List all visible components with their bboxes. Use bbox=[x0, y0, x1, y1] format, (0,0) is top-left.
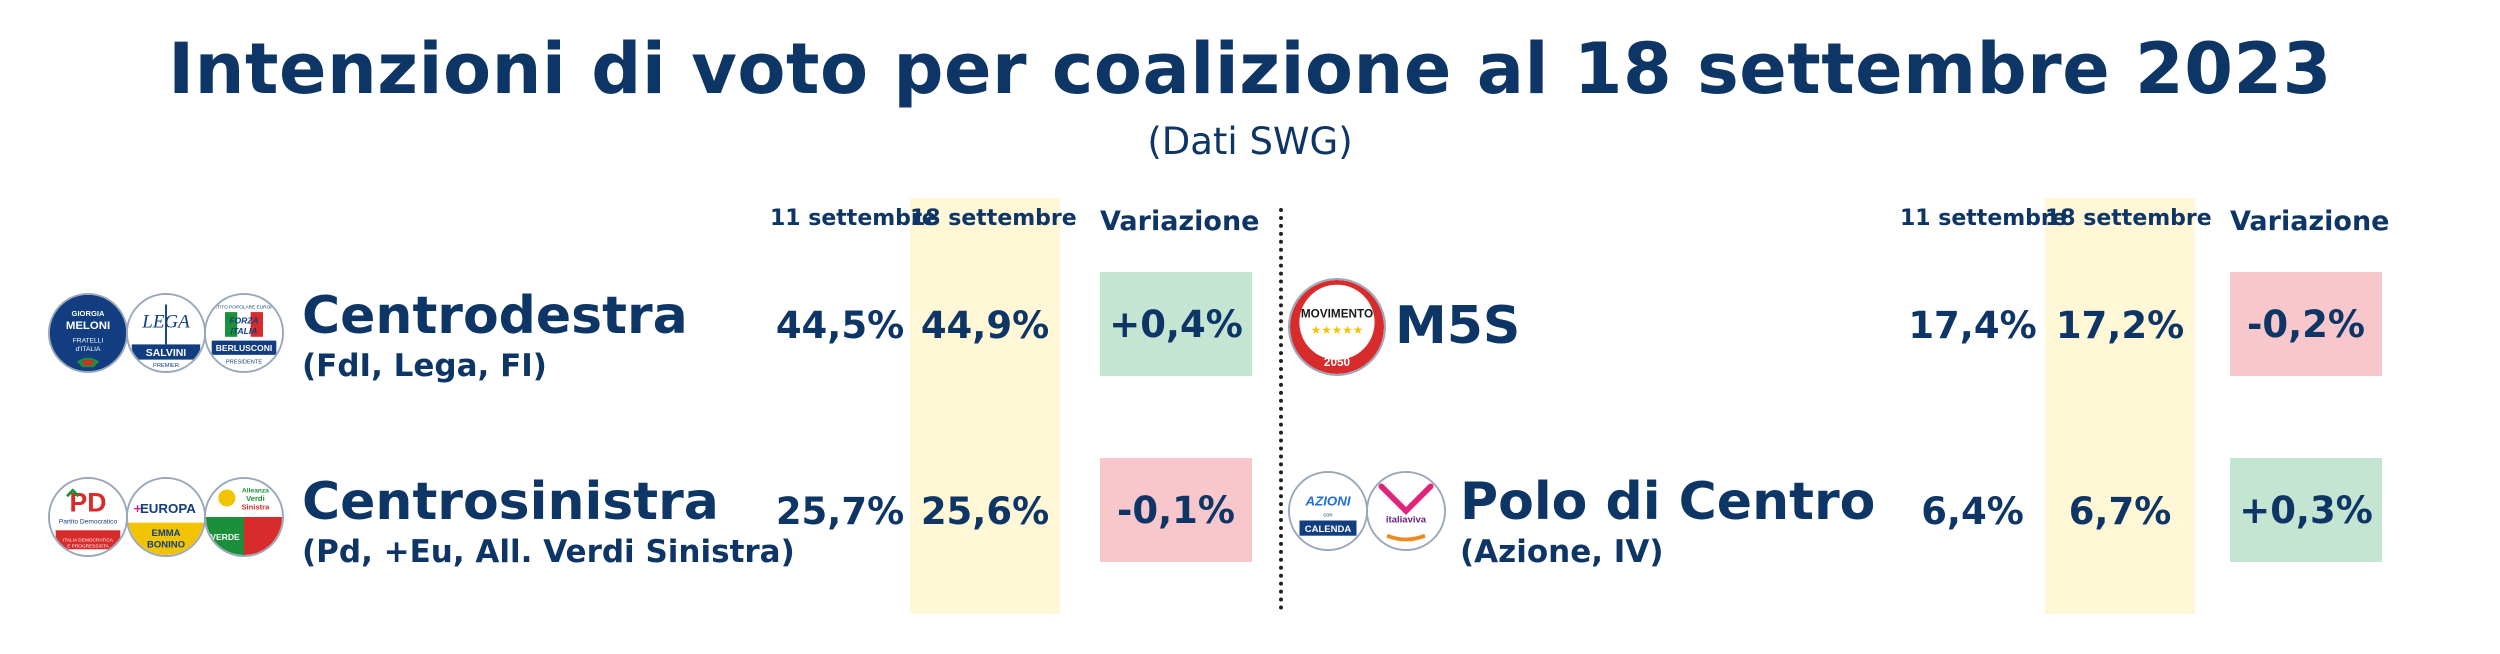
centrodestra-curr-value: 44,9% bbox=[920, 304, 1050, 347]
polo-name: Polo di Centro bbox=[1460, 472, 1876, 532]
polo-prev-value: 6,4% bbox=[1921, 490, 2024, 533]
page-subtitle: (Dati SWG) bbox=[1147, 120, 1353, 163]
lega-logo-art: LEGA SALVINI PREMIER bbox=[128, 295, 204, 371]
current-week-column-highlight-right bbox=[2045, 198, 2195, 614]
svg-text:PREMIER: PREMIER bbox=[153, 363, 179, 369]
svg-text:+: + bbox=[134, 501, 142, 516]
column-header-var: Variazione bbox=[1100, 206, 1260, 237]
azione-logo-art: AZIONI con CALENDA bbox=[1290, 473, 1366, 549]
svg-text:Verdi: Verdi bbox=[246, 494, 265, 503]
centrosinistra-curr-value: 25,6% bbox=[920, 490, 1050, 533]
svg-text:FRATELLI: FRATELLI bbox=[73, 338, 104, 345]
right-panel: 11 settembre 18 settembre Variazione MOV… bbox=[1280, 190, 2500, 654]
forza-italia-logo: PARTITO POPOLARE EUROPEO FORZA ITALIA BE… bbox=[204, 293, 284, 373]
column-header-var-right: Variazione bbox=[2230, 206, 2390, 237]
m5s-variation: -0,2% bbox=[2230, 272, 2382, 376]
m5s-curr-value: 17,2% bbox=[2055, 304, 2185, 347]
centrodestra-parties: (FdI, Lega, FI) bbox=[302, 348, 547, 384]
column-header-curr: 18 settembre bbox=[910, 206, 1077, 231]
azione-logo: AZIONI con CALENDA bbox=[1288, 471, 1368, 551]
alleanza-verdi-sinistra-logo-art: Alleanza Verdi Sinistra VERDE bbox=[206, 479, 282, 555]
svg-text:★★★★★: ★★★★★ bbox=[1311, 323, 1364, 337]
partito-democratico-logo: PD Partito Democratico ITALIA DEMOCRATIC… bbox=[48, 477, 128, 557]
forza-italia-logo-art: PARTITO POPOLARE EUROPEO FORZA ITALIA BE… bbox=[206, 295, 282, 371]
polo-parties: (Azione, IV) bbox=[1460, 534, 1664, 570]
svg-text:CALENDA: CALENDA bbox=[1305, 524, 1352, 535]
alleanza-verdi-sinistra-logo: Alleanza Verdi Sinistra VERDE bbox=[204, 477, 284, 557]
svg-text:d'ITALIA: d'ITALIA bbox=[76, 346, 101, 353]
centrosinistra-parties: (Pd, +Eu, All. Verdi Sinistra) bbox=[302, 534, 795, 570]
svg-text:con: con bbox=[1323, 513, 1332, 519]
svg-text:Sinistra: Sinistra bbox=[241, 502, 270, 511]
fratelli-ditalia-logo-art: GIORGIA MELONI FRATELLI d'ITALIA bbox=[50, 295, 126, 371]
svg-text:Alleanza: Alleanza bbox=[242, 487, 269, 494]
svg-text:BERLUSCONI: BERLUSCONI bbox=[216, 343, 273, 353]
svg-text:PRESIDENTE: PRESIDENTE bbox=[226, 359, 263, 365]
lega-logo: LEGA SALVINI PREMIER bbox=[126, 293, 206, 373]
m5s-prev-value: 17,4% bbox=[1908, 304, 2037, 347]
piu-europa-logo-art: EUROPA + EMMA BONINO bbox=[128, 479, 204, 555]
svg-text:SALVINI: SALVINI bbox=[146, 348, 186, 359]
svg-text:EUROPA: EUROPA bbox=[140, 501, 196, 516]
italia-viva-logo: italiaviva bbox=[1366, 471, 1446, 551]
column-header-curr-right: 18 settembre bbox=[2045, 206, 2212, 231]
svg-text:ITALIA: ITALIA bbox=[231, 326, 258, 336]
svg-text:MELONI: MELONI bbox=[66, 320, 110, 332]
svg-text:FORZA: FORZA bbox=[229, 316, 258, 326]
svg-text:E PROGRESSISTA: E PROGRESSISTA bbox=[67, 543, 109, 549]
m5s-name: M5S bbox=[1395, 296, 1521, 356]
column-header-prev-right: 11 settembre bbox=[1900, 206, 2067, 231]
svg-text:Partito Democratico: Partito Democratico bbox=[59, 519, 118, 526]
piu-europa-logo: EUROPA + EMMA BONINO bbox=[126, 477, 206, 557]
centrosinistra-name: Centrosinistra bbox=[302, 472, 719, 532]
svg-text:VERDE: VERDE bbox=[210, 532, 240, 542]
centrosinistra-variation: -0,1% bbox=[1100, 458, 1252, 562]
svg-text:ITALIA DEMOCRATICA: ITALIA DEMOCRATICA bbox=[63, 538, 114, 544]
centrodestra-prev-value: 44,5% bbox=[775, 304, 905, 347]
svg-text:italiaviva: italiaviva bbox=[1386, 514, 1427, 525]
svg-text:MOVIMENTO: MOVIMENTO bbox=[1301, 308, 1373, 321]
svg-text:GIORGIA: GIORGIA bbox=[72, 309, 105, 318]
left-panel: 11 settembre 18 settembre Variazione GIO… bbox=[0, 190, 1280, 654]
centrodestra-variation: +0,4% bbox=[1100, 272, 1252, 376]
centrosinistra-prev-value: 25,7% bbox=[775, 490, 905, 533]
italia-viva-logo-art: italiaviva bbox=[1368, 473, 1444, 549]
centrodestra-name: Centrodestra bbox=[302, 286, 688, 346]
svg-text:PARTITO POPOLARE EUROPEO: PARTITO POPOLARE EUROPEO bbox=[208, 304, 281, 310]
column-header-prev: 11 settembre bbox=[770, 206, 937, 231]
polo-curr-value: 6,7% bbox=[2068, 490, 2172, 533]
movimento-5-stelle-logo: MOVIMENTO ★★★★★ 2050 bbox=[1288, 278, 1386, 376]
page-title: Intenzioni di voto per coalizione al 18 … bbox=[168, 28, 2332, 110]
svg-text:EMMA: EMMA bbox=[151, 528, 180, 539]
svg-text:2050: 2050 bbox=[1324, 356, 1351, 369]
movimento-5-stelle-logo-art: MOVIMENTO ★★★★★ 2050 bbox=[1290, 280, 1384, 374]
current-week-column-highlight bbox=[910, 198, 1060, 614]
svg-text:AZIONI: AZIONI bbox=[1304, 493, 1350, 508]
panel-divider bbox=[1279, 208, 1283, 610]
svg-text:BONINO: BONINO bbox=[147, 539, 185, 550]
polo-variation: +0,3% bbox=[2230, 458, 2382, 562]
partito-democratico-logo-art: PD Partito Democratico ITALIA DEMOCRATIC… bbox=[50, 479, 126, 555]
fratelli-ditalia-logo: GIORGIA MELONI FRATELLI d'ITALIA bbox=[48, 293, 128, 373]
